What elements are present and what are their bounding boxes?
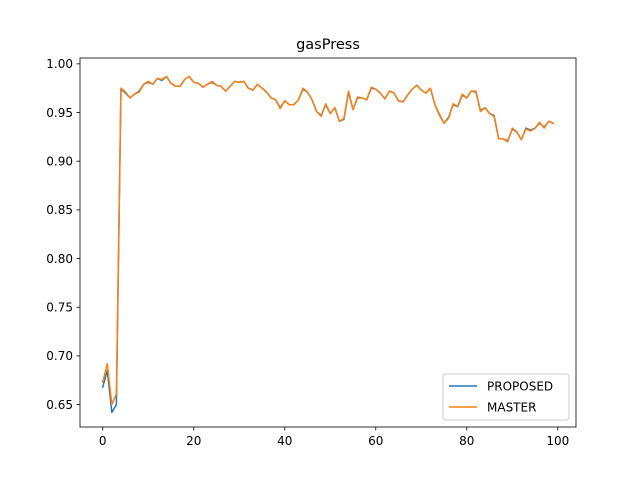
y-tick-label: 0.70	[46, 349, 73, 363]
plot-lines	[101, 75, 555, 414]
legend: PROPOSED MASTER	[442, 373, 570, 421]
x-tick-label: 20	[186, 434, 201, 448]
x-tick-label: 60	[368, 434, 383, 448]
plot-frame	[79, 57, 577, 428]
x-tick-label: 40	[277, 434, 292, 448]
x-tick-label: 80	[459, 434, 474, 448]
y-tick-label: 1.00	[46, 57, 73, 71]
x-axis: 0 20 40 60 80 100	[99, 427, 569, 448]
y-tick-label: 0.90	[46, 155, 73, 169]
y-tick-label: 0.80	[46, 252, 73, 266]
series-line-master	[101, 75, 555, 406]
x-tick-label: 0	[99, 434, 107, 448]
y-tick-label: 0.85	[46, 203, 73, 217]
y-tick-label: 0.65	[46, 398, 73, 412]
x-tick-label: 100	[546, 434, 569, 448]
legend-label-proposed: PROPOSED	[487, 379, 553, 393]
y-tick-label: 0.95	[46, 106, 73, 120]
legend-label-master: MASTER	[487, 400, 536, 414]
y-axis: 0.65 0.70 0.75 0.80 0.85 0.90 0.95 1.00	[46, 57, 80, 412]
chart-title: gasPress	[296, 37, 360, 53]
y-tick-label: 0.75	[46, 301, 73, 315]
